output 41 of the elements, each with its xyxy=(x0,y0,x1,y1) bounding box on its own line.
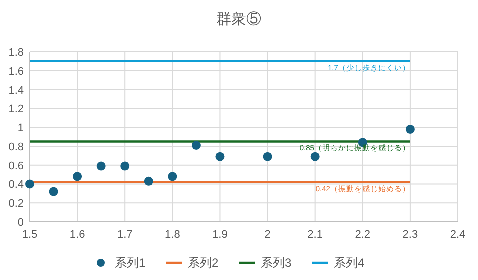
x-tick-label: 1.7 xyxy=(117,229,133,241)
x-tick-label: 1.9 xyxy=(212,229,228,241)
y-tick-label: 0.4 xyxy=(8,179,24,192)
point xyxy=(263,152,272,162)
legend-label: 系列2 xyxy=(188,256,219,270)
x-tick-label: 2.1 xyxy=(308,229,323,241)
point xyxy=(144,176,154,186)
point xyxy=(96,162,106,171)
x-tick-label: 1.8 xyxy=(165,229,180,241)
point xyxy=(26,180,34,189)
legend-label: 系列1 xyxy=(115,256,146,270)
x-tick-label: 2.2 xyxy=(355,229,371,241)
point xyxy=(49,187,58,196)
point xyxy=(192,141,201,150)
point xyxy=(168,172,178,182)
x-tick-label: 2.4 xyxy=(450,229,466,241)
y-tick-label: 1.4 xyxy=(8,84,24,97)
legend-label: 系列3 xyxy=(261,256,292,270)
point xyxy=(73,172,82,182)
y-tick-label: 1 xyxy=(18,122,24,135)
y-tick-label: 1.8 xyxy=(8,47,24,59)
legend-系列3: 系列3 xyxy=(239,256,292,270)
y-tick-label: 0 xyxy=(18,217,24,229)
point xyxy=(216,152,225,162)
y-tick-label: 0.6 xyxy=(8,160,24,172)
point xyxy=(310,152,320,162)
x-tick-label: 2.3 xyxy=(402,229,418,241)
y-tick-label: 0.2 xyxy=(8,198,24,210)
y-tick-label: 0.8 xyxy=(8,141,24,154)
legend-label: 系列4 xyxy=(334,256,365,270)
y-tick-label: 1.2 xyxy=(8,104,24,116)
point xyxy=(406,124,415,134)
point xyxy=(120,162,130,171)
x-tick-label: 1.5 xyxy=(22,229,38,241)
x-tick-label: 1.6 xyxy=(70,229,86,241)
legend-系列4: 系列4 xyxy=(312,256,365,270)
y-tick-label: 1.6 xyxy=(8,66,24,78)
chart-title: 群衆⑤ xyxy=(216,11,262,28)
x-tick-label: 2 xyxy=(264,229,271,241)
legend-系列1: 系列1 xyxy=(97,256,146,270)
legend-系列2: 系列2 xyxy=(166,256,219,270)
